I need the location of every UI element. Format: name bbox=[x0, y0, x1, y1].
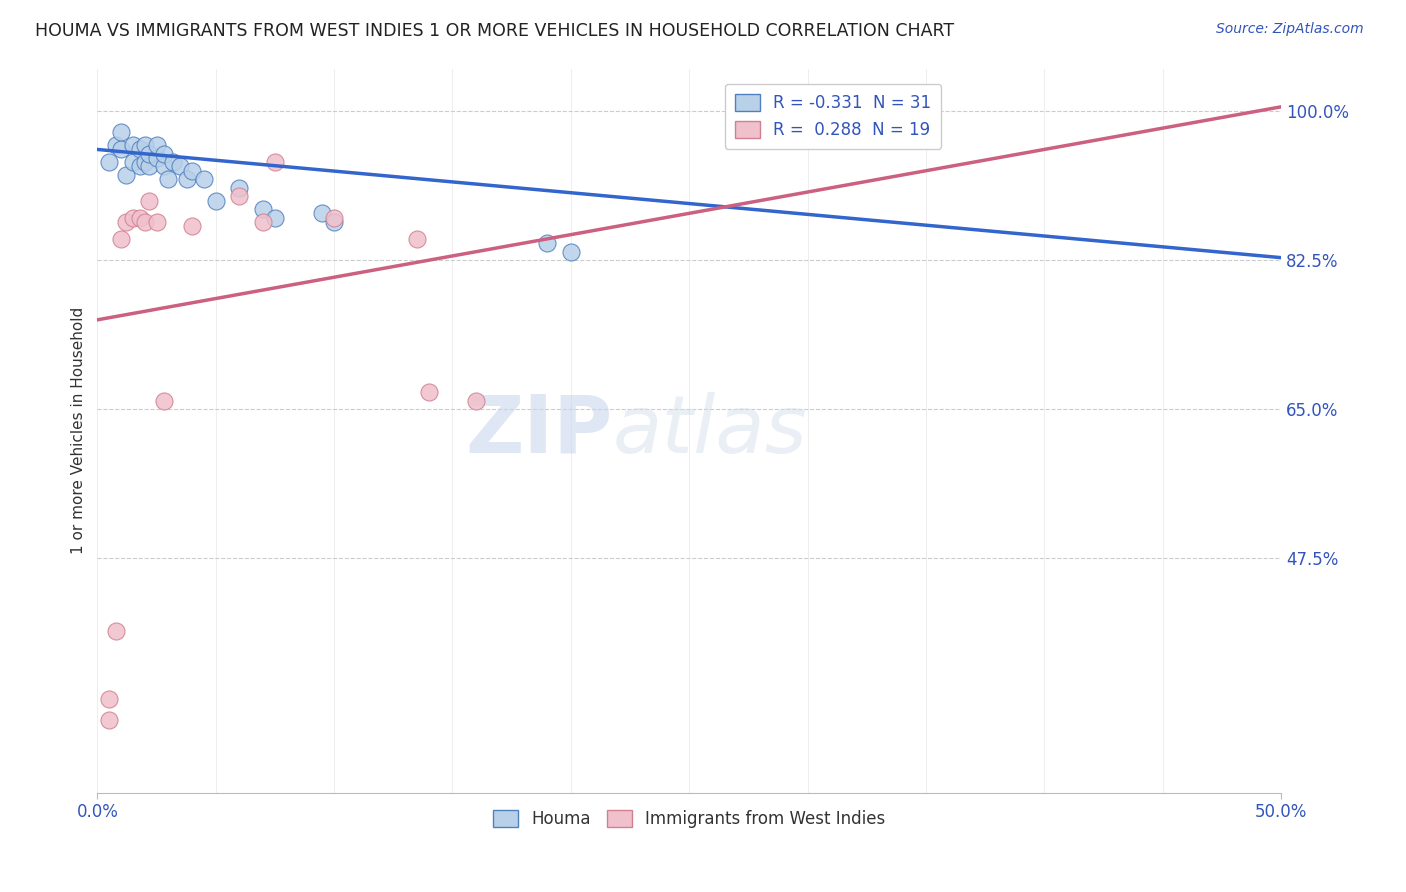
Point bbox=[181, 163, 204, 178]
Text: atlas: atlas bbox=[612, 392, 807, 469]
Point bbox=[152, 146, 174, 161]
Point bbox=[134, 215, 156, 229]
Text: ZIP: ZIP bbox=[465, 392, 612, 469]
Point bbox=[465, 393, 488, 408]
Y-axis label: 1 or more Vehicles in Household: 1 or more Vehicles in Household bbox=[72, 307, 86, 554]
Point bbox=[145, 215, 167, 229]
Point bbox=[110, 125, 132, 139]
Point bbox=[114, 215, 136, 229]
Point bbox=[121, 155, 143, 169]
Point bbox=[152, 393, 174, 408]
Point bbox=[252, 215, 274, 229]
Point bbox=[323, 211, 346, 225]
Point bbox=[264, 155, 287, 169]
Point bbox=[98, 155, 121, 169]
Point bbox=[204, 194, 226, 208]
Point bbox=[252, 202, 274, 216]
Point bbox=[129, 211, 152, 225]
Point bbox=[228, 181, 250, 195]
Point bbox=[110, 143, 132, 157]
Point bbox=[162, 155, 184, 169]
Point bbox=[536, 236, 558, 251]
Point bbox=[145, 138, 167, 153]
Point bbox=[138, 194, 160, 208]
Point bbox=[181, 219, 204, 234]
Point bbox=[311, 206, 333, 220]
Point bbox=[114, 168, 136, 182]
Point bbox=[560, 244, 582, 259]
Text: Source: ZipAtlas.com: Source: ZipAtlas.com bbox=[1216, 22, 1364, 37]
Point bbox=[176, 172, 198, 186]
Point bbox=[98, 713, 121, 727]
Point bbox=[193, 172, 215, 186]
Point bbox=[406, 232, 429, 246]
Point bbox=[157, 172, 180, 186]
Point bbox=[264, 211, 287, 225]
Point bbox=[121, 138, 143, 153]
Point bbox=[418, 385, 440, 400]
Point bbox=[169, 160, 191, 174]
Point bbox=[129, 160, 152, 174]
Point bbox=[145, 151, 167, 165]
Point bbox=[129, 143, 152, 157]
Point bbox=[138, 160, 160, 174]
Point bbox=[323, 215, 346, 229]
Point bbox=[228, 189, 250, 203]
Legend: Houma, Immigrants from West Indies: Houma, Immigrants from West Indies bbox=[486, 804, 893, 835]
Point bbox=[105, 624, 128, 638]
Point bbox=[105, 138, 128, 153]
Point bbox=[152, 160, 174, 174]
Point bbox=[121, 211, 143, 225]
Point bbox=[134, 138, 156, 153]
Point bbox=[110, 232, 132, 246]
Text: HOUMA VS IMMIGRANTS FROM WEST INDIES 1 OR MORE VEHICLES IN HOUSEHOLD CORRELATION: HOUMA VS IMMIGRANTS FROM WEST INDIES 1 O… bbox=[35, 22, 955, 40]
Point bbox=[138, 146, 160, 161]
Point bbox=[134, 155, 156, 169]
Point bbox=[98, 692, 121, 706]
